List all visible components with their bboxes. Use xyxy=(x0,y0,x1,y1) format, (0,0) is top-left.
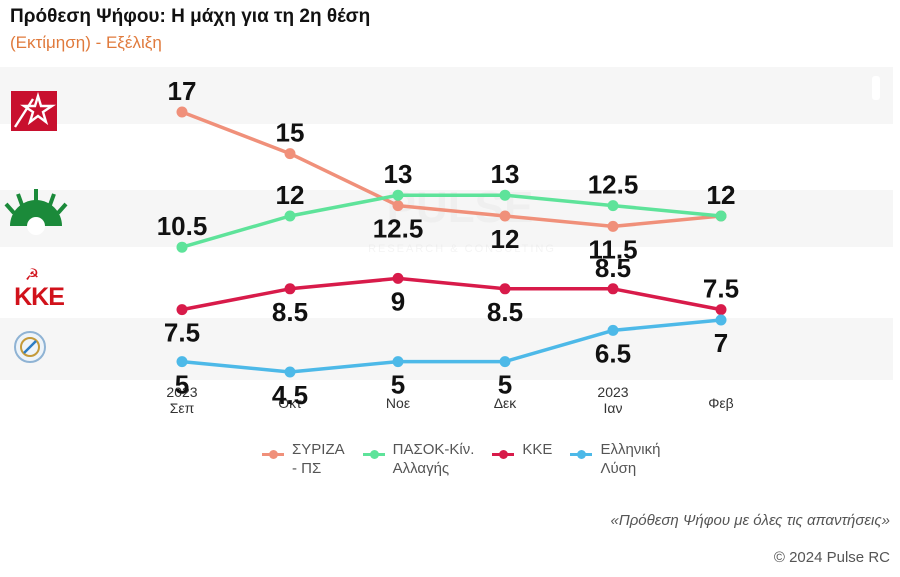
data-label: 6.5 xyxy=(595,338,631,368)
data-point[interactable] xyxy=(284,366,296,378)
legend-label-syriza: ΣΥΡΙΖΑ - ΠΣ xyxy=(292,441,345,477)
data-label: 5 xyxy=(498,370,512,400)
x-tick-label: Δεκ xyxy=(494,395,518,411)
data-point[interactable] xyxy=(176,356,188,368)
data-label: 7.5 xyxy=(164,318,200,348)
data-label: 5 xyxy=(175,370,189,400)
legend-label-elliniki-lysi: Ελληνική Λύση xyxy=(600,441,661,477)
data-point[interactable] xyxy=(607,220,619,232)
x-axis: 2023 Σεπ Οκτ Νοε Δεκ 2023 Ιαν Φεβ xyxy=(166,384,733,416)
data-point[interactable] xyxy=(607,324,619,336)
series-2 xyxy=(176,272,727,316)
data-label: 9 xyxy=(391,286,405,316)
legend-label-pasok: ΠΑΣΟΚ-Κίν. Αλλαγής xyxy=(392,441,475,477)
data-point[interactable] xyxy=(284,283,296,295)
data-label: 5 xyxy=(391,370,405,400)
data-label: 10.5 xyxy=(157,211,208,241)
legend-swatch-syriza xyxy=(262,446,284,462)
elliniki-lysi-logo xyxy=(14,331,46,363)
data-point[interactable] xyxy=(284,210,296,222)
series-line xyxy=(181,276,722,312)
data-label: 12 xyxy=(491,224,520,254)
legend-label-kke: ΚΚΕ xyxy=(522,441,553,458)
data-label: 7.5 xyxy=(703,274,739,304)
x-tick-label: 2023 Σεπ xyxy=(166,384,197,416)
band-3 xyxy=(0,318,893,380)
legend-item-kke[interactable]: ΚΚΕ xyxy=(492,440,552,478)
legend-swatch-kke xyxy=(492,446,515,462)
copyright: © 2024 Pulse RC xyxy=(773,549,890,566)
data-label: 12.5 xyxy=(588,170,639,200)
data-point[interactable] xyxy=(715,304,727,316)
scroll-indicator xyxy=(872,76,880,100)
kke-logo: ☭ KKE xyxy=(14,265,65,311)
series-line xyxy=(181,110,722,229)
band-1 xyxy=(0,67,893,124)
data-point[interactable] xyxy=(176,106,188,118)
data-point[interactable] xyxy=(607,283,619,295)
data-point[interactable] xyxy=(392,200,404,212)
kke-logo-text: KKE xyxy=(14,283,64,311)
x-tick-label: Οκτ xyxy=(278,395,302,411)
band-2 xyxy=(0,190,893,247)
watermark-sub: RESEARCH & CONSULTING xyxy=(368,243,556,255)
chart-subtitle: (Εκτίμηση) - Εξέλιξη xyxy=(10,33,162,52)
data-point[interactable] xyxy=(392,189,404,201)
data-label: 7 xyxy=(714,328,728,358)
data-label: 12 xyxy=(276,180,305,210)
x-tick-label: 2023 Ιαν xyxy=(597,384,628,416)
data-label: 12 xyxy=(707,180,736,210)
data-label: 12.5 xyxy=(373,214,424,244)
data-label: 12 xyxy=(707,180,736,210)
data-point[interactable] xyxy=(392,356,404,368)
data-point[interactable] xyxy=(499,356,511,368)
pasok-logo xyxy=(4,189,68,235)
data-label: 17 xyxy=(168,76,197,106)
series-line xyxy=(181,193,722,249)
band-backgrounds xyxy=(0,67,893,380)
data-label: 8.5 xyxy=(487,297,523,327)
data-point[interactable] xyxy=(176,304,188,316)
data-label: 8.5 xyxy=(595,253,631,283)
data-point[interactable] xyxy=(176,241,188,253)
legend-swatch-pasok xyxy=(362,446,385,462)
footnote: «Πρόθεση Ψήφου με όλες τις απαντήσεις» xyxy=(610,512,891,529)
data-point[interactable] xyxy=(499,283,511,295)
series-3 xyxy=(176,314,727,378)
data-point[interactable] xyxy=(392,272,404,284)
data-point[interactable] xyxy=(284,148,296,160)
data-point[interactable] xyxy=(499,189,511,201)
legend: ΣΥΡΙΖΑ - ΠΣ ΠΑΣΟΚ-Κίν. Αλλαγής ΚΚΕ Ελλην… xyxy=(262,440,660,478)
kke-logo-hammer: ☭ xyxy=(25,265,39,284)
data-label: 13 xyxy=(491,159,520,189)
data-label: 13 xyxy=(384,159,413,189)
syriza-logo xyxy=(11,91,57,131)
data-point[interactable] xyxy=(715,314,727,326)
series-line xyxy=(181,318,722,374)
x-tick-label: Φεβ xyxy=(708,395,733,411)
data-label: 4.5 xyxy=(272,380,308,410)
legend-item-elliniki-lysi[interactable]: Ελληνική Λύση xyxy=(570,440,660,478)
data-label: 8.5 xyxy=(272,297,308,327)
x-tick-label: Νοε xyxy=(386,395,410,411)
series-1 xyxy=(176,189,727,253)
data-label: 11.5 xyxy=(588,234,637,264)
chart-title: Πρόθεση Ψήφου: Η μάχη για τη 2η θέση xyxy=(10,6,371,27)
legend-item-syriza[interactable]: ΣΥΡΙΖΑ - ΠΣ xyxy=(262,440,345,478)
line-chart: PULSE RESEARCH & CONSULTING ☭ KKE 2023 Σε… xyxy=(0,67,893,416)
legend-swatch-elliniki-lysi xyxy=(570,446,593,462)
data-point[interactable] xyxy=(607,200,619,212)
legend-item-pasok[interactable]: ΠΑΣΟΚ-Κίν. Αλλαγής xyxy=(362,440,475,478)
data-point[interactable] xyxy=(715,210,727,222)
data-label: 15 xyxy=(276,118,305,148)
data-point[interactable] xyxy=(499,210,511,222)
